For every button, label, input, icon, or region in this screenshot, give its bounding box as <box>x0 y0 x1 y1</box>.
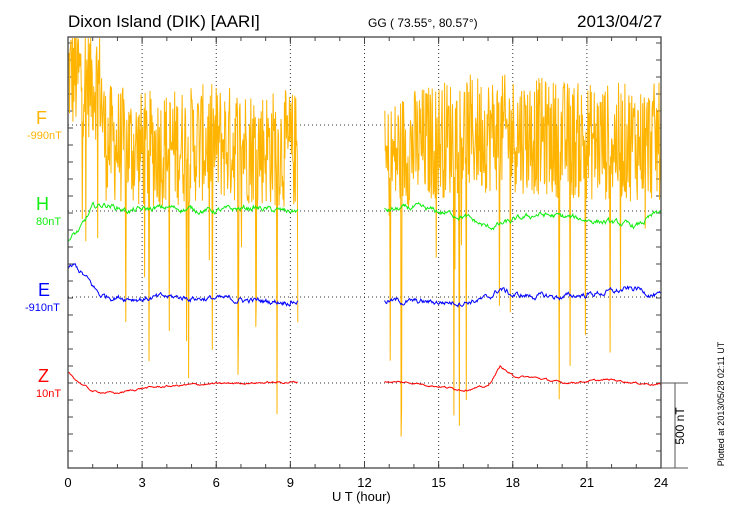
label-z: Z <box>38 366 49 386</box>
label-f: F <box>36 108 47 128</box>
plotted-at: Plotted at 2013/05/28 02:11 UT <box>716 341 726 467</box>
baseline-e: -910nT <box>25 302 60 314</box>
x-axis-label: U T (hour) <box>332 489 391 504</box>
coordinates: GG ( 73.55°, 80.57°) <box>368 16 478 30</box>
series-h-line <box>384 201 662 231</box>
x-tick-label: 24 <box>654 475 668 490</box>
baseline-z: 10nT <box>36 388 62 400</box>
station-title: Dixon Island (DIK) [AARI] <box>68 12 260 31</box>
series-e-line <box>67 263 299 307</box>
series-f-line <box>67 37 299 415</box>
x-tick-label: 15 <box>431 475 445 490</box>
date: 2013/04/27 <box>577 12 663 31</box>
x-tick-label: 18 <box>506 475 520 490</box>
x-tick-label: 3 <box>139 475 146 490</box>
x-tick-label: 21 <box>580 475 594 490</box>
scale-bar-label: 500 nT <box>673 407 687 445</box>
series-f-line <box>384 74 662 437</box>
series-z-line <box>67 371 298 395</box>
series-e-line <box>384 285 662 308</box>
x-tick-label: 9 <box>287 475 294 490</box>
x-tick-label: 0 <box>64 475 71 490</box>
x-tick-label: 12 <box>357 475 371 490</box>
plot-frame <box>67 36 662 469</box>
baseline-f: -990nT <box>27 130 62 142</box>
baseline-h: 80nT <box>36 216 62 228</box>
label-e: E <box>38 280 51 300</box>
label-h: H <box>36 194 49 214</box>
series-z-line <box>384 364 662 392</box>
series-h-line <box>67 201 299 242</box>
x-tick-label: 6 <box>213 475 220 490</box>
